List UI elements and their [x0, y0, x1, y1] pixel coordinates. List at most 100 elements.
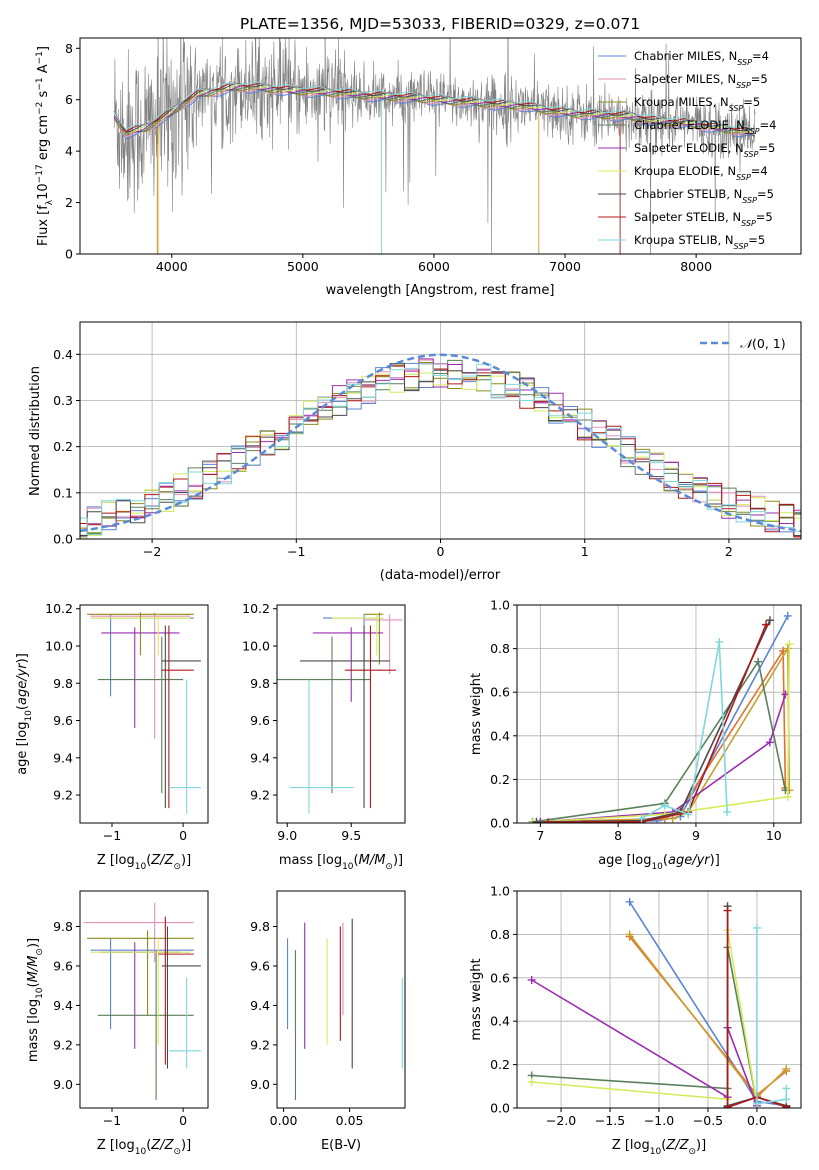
weight_vs_age-panel: 7 8 9 10 0.0 0.2 0.4 0.6 0.8 1.0 mass weight age [l… [469, 598, 802, 872]
age_vs_Z-panel: −1 09.29.49.69.810.010.2Z [log10(Z/Z⊙)]ag… [15, 601, 209, 872]
weight-marker [684, 810, 693, 819]
model-spectrum-line [113, 83, 755, 133]
y-tick-label: 9.0 [53, 1077, 73, 1092]
y-tick-label: 0.3 [53, 393, 73, 408]
plot-area [87, 612, 201, 814]
weight_vs_Z-panel: −2.0 −1.5 −1.0 −0.5 0.0 0.0 0.2 0.4 0.6 0.8 1.0 mas… [469, 884, 802, 1157]
label-part: s [36, 90, 51, 101]
weight-marker [660, 801, 669, 810]
weight-line [532, 615, 789, 823]
weight-marker [782, 1102, 791, 1108]
ebv-x-label: E(B-V) [321, 1138, 361, 1153]
label-part: ⊙ [385, 862, 393, 872]
label-part: 10 [135, 1147, 147, 1157]
legend-nssp-prefix: , N [720, 164, 736, 178]
label-part: )] [181, 1138, 191, 1153]
model-spectrum-line [113, 89, 756, 138]
legend-nssp-prefix: , N [718, 233, 734, 247]
residual-y-label: Normed distribution [28, 366, 43, 496]
y-tick-label: 9.4 [250, 998, 270, 1013]
weight-marker [625, 930, 634, 939]
y-tick-label: 9.8 [250, 919, 270, 934]
weight-marker [723, 808, 732, 817]
label-part: age/yr [668, 853, 711, 868]
y-tick-label: 9.6 [250, 958, 270, 973]
model-spectrum-line [113, 82, 755, 133]
label-part: λ [45, 199, 55, 205]
legend-normal-label: 𝒩(0, 1) [740, 336, 786, 351]
legend-series-name: Salpeter ELODIE [634, 141, 728, 155]
y-tick-label: 10.0 [242, 638, 270, 653]
legend-entry: Kroupa ELODIE, NSSP=4 [634, 164, 768, 182]
plot-area [113, 38, 756, 254]
weight-line [532, 644, 791, 823]
label-part: M/M [26, 956, 41, 983]
y-tick-label: 1.0 [490, 598, 510, 613]
y-tick-label: 9.0 [250, 1077, 270, 1092]
mass-z-y-label: mass [log10(M/M⊙)] [26, 938, 45, 1062]
y-tick-label: 9.4 [53, 750, 73, 765]
label-part: ⊙ [173, 862, 181, 872]
label-part: erg cm [36, 115, 51, 164]
weight-line [756, 927, 788, 1105]
y-tick-label: 10.2 [242, 601, 270, 616]
weight-marker [783, 644, 792, 653]
legend-nssp-value: =5 [757, 187, 774, 201]
label-part: )] [181, 853, 191, 868]
y-tick-label: 4 [65, 144, 73, 159]
figure-title: PLATE=1356, MJD=53033, FIBERID=0329, z=0… [240, 15, 640, 33]
y-tick-label: 9.8 [250, 676, 270, 691]
x-tick-label: −1 [103, 1113, 121, 1128]
label-part: ⊙ [173, 1147, 181, 1157]
legend-series-name: Chabrier STELIB [634, 187, 726, 201]
legend-entry: Salpeter STELIB, NSSP=5 [634, 210, 773, 228]
y-tick-label: 0.1 [53, 485, 73, 500]
weight-marker [625, 897, 634, 906]
legend-entry: Salpeter MILES, NSSP=5 [634, 72, 768, 90]
weight-age-x-label: age [log10(age/yr)] [598, 853, 720, 872]
weight-line [548, 624, 767, 823]
spectrum-x-label: wavelength [Angstrom, rest frame] [326, 283, 555, 298]
label-part: 10 [342, 862, 354, 872]
y-tick-label: 0.0 [53, 532, 73, 547]
y-tick-label: 0.2 [53, 439, 73, 454]
label-part: ( [15, 705, 30, 710]
age_vs_mass-panel: 9.0 9.5 9.2 9.4 9.6 9.8 10.0 10.2 mass [log10(M/… [242, 601, 406, 872]
y-tick-label: 9.8 [53, 919, 73, 934]
legend-series-name: Chabrier ELODIE [634, 118, 729, 132]
y-tick-label: 0.6 [490, 970, 510, 985]
x-tick-label: −1 [103, 828, 121, 843]
x-tick-label: −2.0 [546, 1113, 576, 1128]
legend-nssp-value: =5 [756, 210, 773, 224]
legend-nssp-value: =4 [751, 164, 768, 178]
model-spectrum-line [113, 89, 756, 140]
plot-area [528, 611, 794, 823]
y-tick-label: 10.0 [45, 638, 73, 653]
weight-marker [723, 1103, 732, 1108]
y-tick-label: 0.0 [490, 816, 510, 831]
legend-nssp-sub: SSP [734, 242, 749, 251]
x-tick-label: 5000 [287, 259, 319, 274]
legend-nssp-value: =4 [760, 118, 777, 132]
axes-border [79, 890, 209, 1109]
label-part: age/yr [15, 662, 30, 705]
y-tick-label: 0.8 [490, 641, 510, 656]
legend-nssp-prefix: , N [728, 141, 744, 155]
residual-histogram-step [80, 363, 801, 536]
mass_vs_Z-panel: −1 09.09.29.49.69.8Z [log10(Z/Z⊙)]mass [l… [26, 890, 209, 1157]
axes-frame: −2.0 −1.5 −1.0 −0.5 0.0 0.0 0.2 0.4 0.6 0.8 1.0 mas… [469, 884, 802, 1157]
axes-border [276, 604, 406, 824]
label-part: −1 [35, 77, 45, 90]
label-part: 10 [35, 987, 45, 999]
legend-nssp-prefix: , N [725, 210, 741, 224]
legend-nssp-sub: SSP [737, 58, 752, 67]
grid-lines [517, 604, 801, 824]
legend-nssp-sub: SSP [736, 81, 751, 90]
model-spectrum-line [113, 82, 756, 132]
x-tick-label: 0 [179, 828, 187, 843]
y-tick-label: 9.6 [53, 958, 73, 973]
axes-border [276, 890, 406, 1109]
legend-nssp-sub: SSP [741, 219, 756, 228]
